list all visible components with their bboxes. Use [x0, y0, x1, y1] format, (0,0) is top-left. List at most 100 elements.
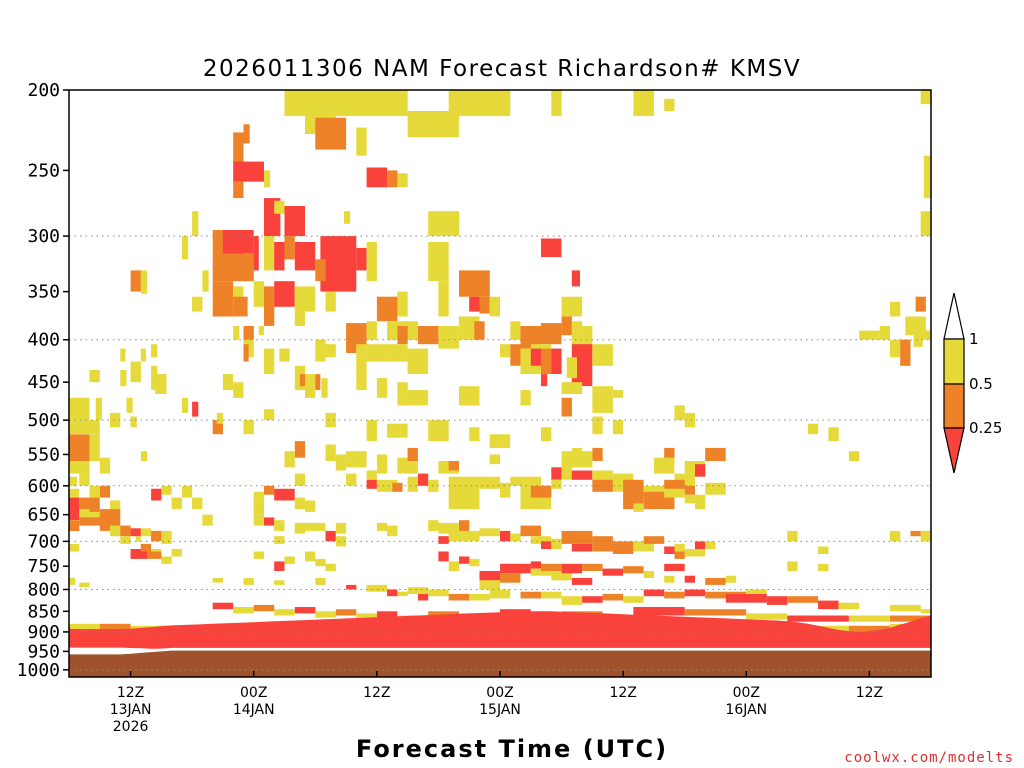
ri-cell-r	[274, 488, 295, 501]
ri-cell-y	[582, 326, 593, 349]
ri-cell-r	[438, 536, 449, 544]
ri-cell-o	[346, 339, 357, 353]
ri-cell-o	[147, 551, 162, 559]
colorbar-top-triangle	[943, 292, 965, 340]
y-tick-label: 350	[27, 282, 60, 303]
ri-cell-o	[664, 479, 685, 489]
ri-cell-y	[448, 90, 511, 117]
colorbar-orange	[943, 383, 965, 429]
ri-cell-y	[407, 587, 429, 594]
ri-cell-o	[335, 609, 357, 616]
ri-cell-y	[376, 378, 388, 398]
ri-cell-r	[417, 593, 429, 601]
x-tick-label: 00Z	[733, 685, 760, 701]
y-tick-label: 450	[27, 372, 60, 393]
ri-cell-y	[130, 361, 141, 383]
ri-cell-y	[541, 427, 552, 442]
ri-cell-y	[633, 90, 654, 117]
ri-cell-y	[120, 370, 127, 387]
ri-cell-y	[366, 584, 388, 592]
ri-cell-r	[294, 607, 316, 614]
ri-cell-o	[407, 447, 418, 461]
ri-cell-y	[140, 270, 147, 294]
ri-cell-y	[161, 556, 172, 564]
ri-cell-y	[216, 412, 223, 424]
ri-cell-o	[315, 117, 347, 150]
ri-cell-r	[643, 589, 665, 597]
ri-cell-o	[448, 461, 459, 471]
ri-cell-y	[890, 530, 901, 542]
ri-cell-r	[500, 530, 511, 542]
ri-cell-y	[305, 522, 326, 531]
ri-cell-o	[664, 447, 675, 461]
y-tick-label: 500	[27, 410, 60, 431]
ri-cell-y	[489, 589, 511, 599]
x-tick-label: 2026	[113, 719, 149, 735]
ri-cell-y	[489, 296, 500, 317]
ri-cell-y	[274, 536, 285, 544]
ri-cell-y	[366, 242, 377, 282]
ri-cell-y	[407, 390, 429, 406]
y-tick-label: 200	[27, 80, 60, 101]
ri-cell-y	[151, 344, 158, 358]
ri-cell-o	[428, 611, 459, 618]
ri-cell-o	[900, 339, 911, 366]
ri-cell-o	[561, 397, 572, 417]
ri-cell-y	[161, 485, 172, 495]
ri-cell-r	[274, 242, 285, 271]
ri-cell-y	[633, 503, 644, 512]
ri-cell-o	[448, 593, 470, 601]
ri-cell-y	[294, 473, 306, 486]
ri-cell-y	[181, 397, 189, 413]
ri-cell-y	[469, 593, 490, 601]
ri-cell-o	[284, 236, 295, 260]
ri-cell-r	[294, 242, 316, 271]
ri-cell-y	[387, 344, 408, 362]
ri-cell-o	[684, 485, 695, 495]
ri-cell-y	[428, 211, 459, 237]
ri-cell-o	[233, 181, 244, 199]
ri-cell-y	[459, 485, 480, 498]
ri-cell-y	[428, 589, 449, 597]
ri-cell-y	[356, 374, 367, 391]
ri-cell-y	[500, 482, 511, 498]
ri-cell-y	[356, 127, 367, 156]
ri-cell-o	[417, 326, 439, 345]
ri-cell-o	[99, 623, 131, 630]
credit-link[interactable]: coolwx.com/modelts	[844, 750, 1014, 766]
ri-cell-r	[387, 589, 398, 597]
ri-cell-y	[233, 286, 244, 307]
ri-cell-y	[818, 546, 829, 554]
ri-cell-r	[571, 543, 593, 552]
ri-cell-y	[69, 476, 78, 486]
ri-cell-o	[684, 609, 747, 616]
ri-cell-y	[787, 561, 798, 571]
ri-cell-y	[510, 476, 542, 486]
y-tick-label: 300	[27, 226, 60, 247]
ri-cell-y	[407, 348, 429, 374]
ri-cell-y	[890, 604, 921, 612]
ri-cell-o	[787, 596, 819, 603]
ri-cell-y	[448, 530, 459, 542]
ri-cell-y	[592, 344, 613, 366]
ri-cell-y	[233, 326, 240, 340]
ri-cell-y	[253, 503, 264, 515]
x-axis-title: Forecast Time (UTC)	[356, 735, 668, 763]
ri-cell-y	[79, 509, 90, 518]
ri-cell-y	[69, 488, 80, 498]
ri-cell-y	[192, 211, 199, 237]
ri-cell-o	[520, 525, 541, 537]
ri-cell-y	[95, 397, 102, 421]
ri-cell-o	[315, 374, 321, 391]
ri-cell-y	[807, 423, 819, 435]
x-tick-label: 00Z	[486, 685, 513, 701]
ri-cell-y	[561, 451, 593, 468]
ri-cell-y	[284, 451, 295, 468]
ri-cell-r	[417, 473, 429, 486]
ri-cell-o	[243, 344, 249, 362]
ri-cell-o	[520, 326, 541, 349]
ri-cell-r	[571, 578, 593, 585]
ri-cell-o	[520, 591, 541, 599]
ri-cell-y	[89, 434, 100, 461]
